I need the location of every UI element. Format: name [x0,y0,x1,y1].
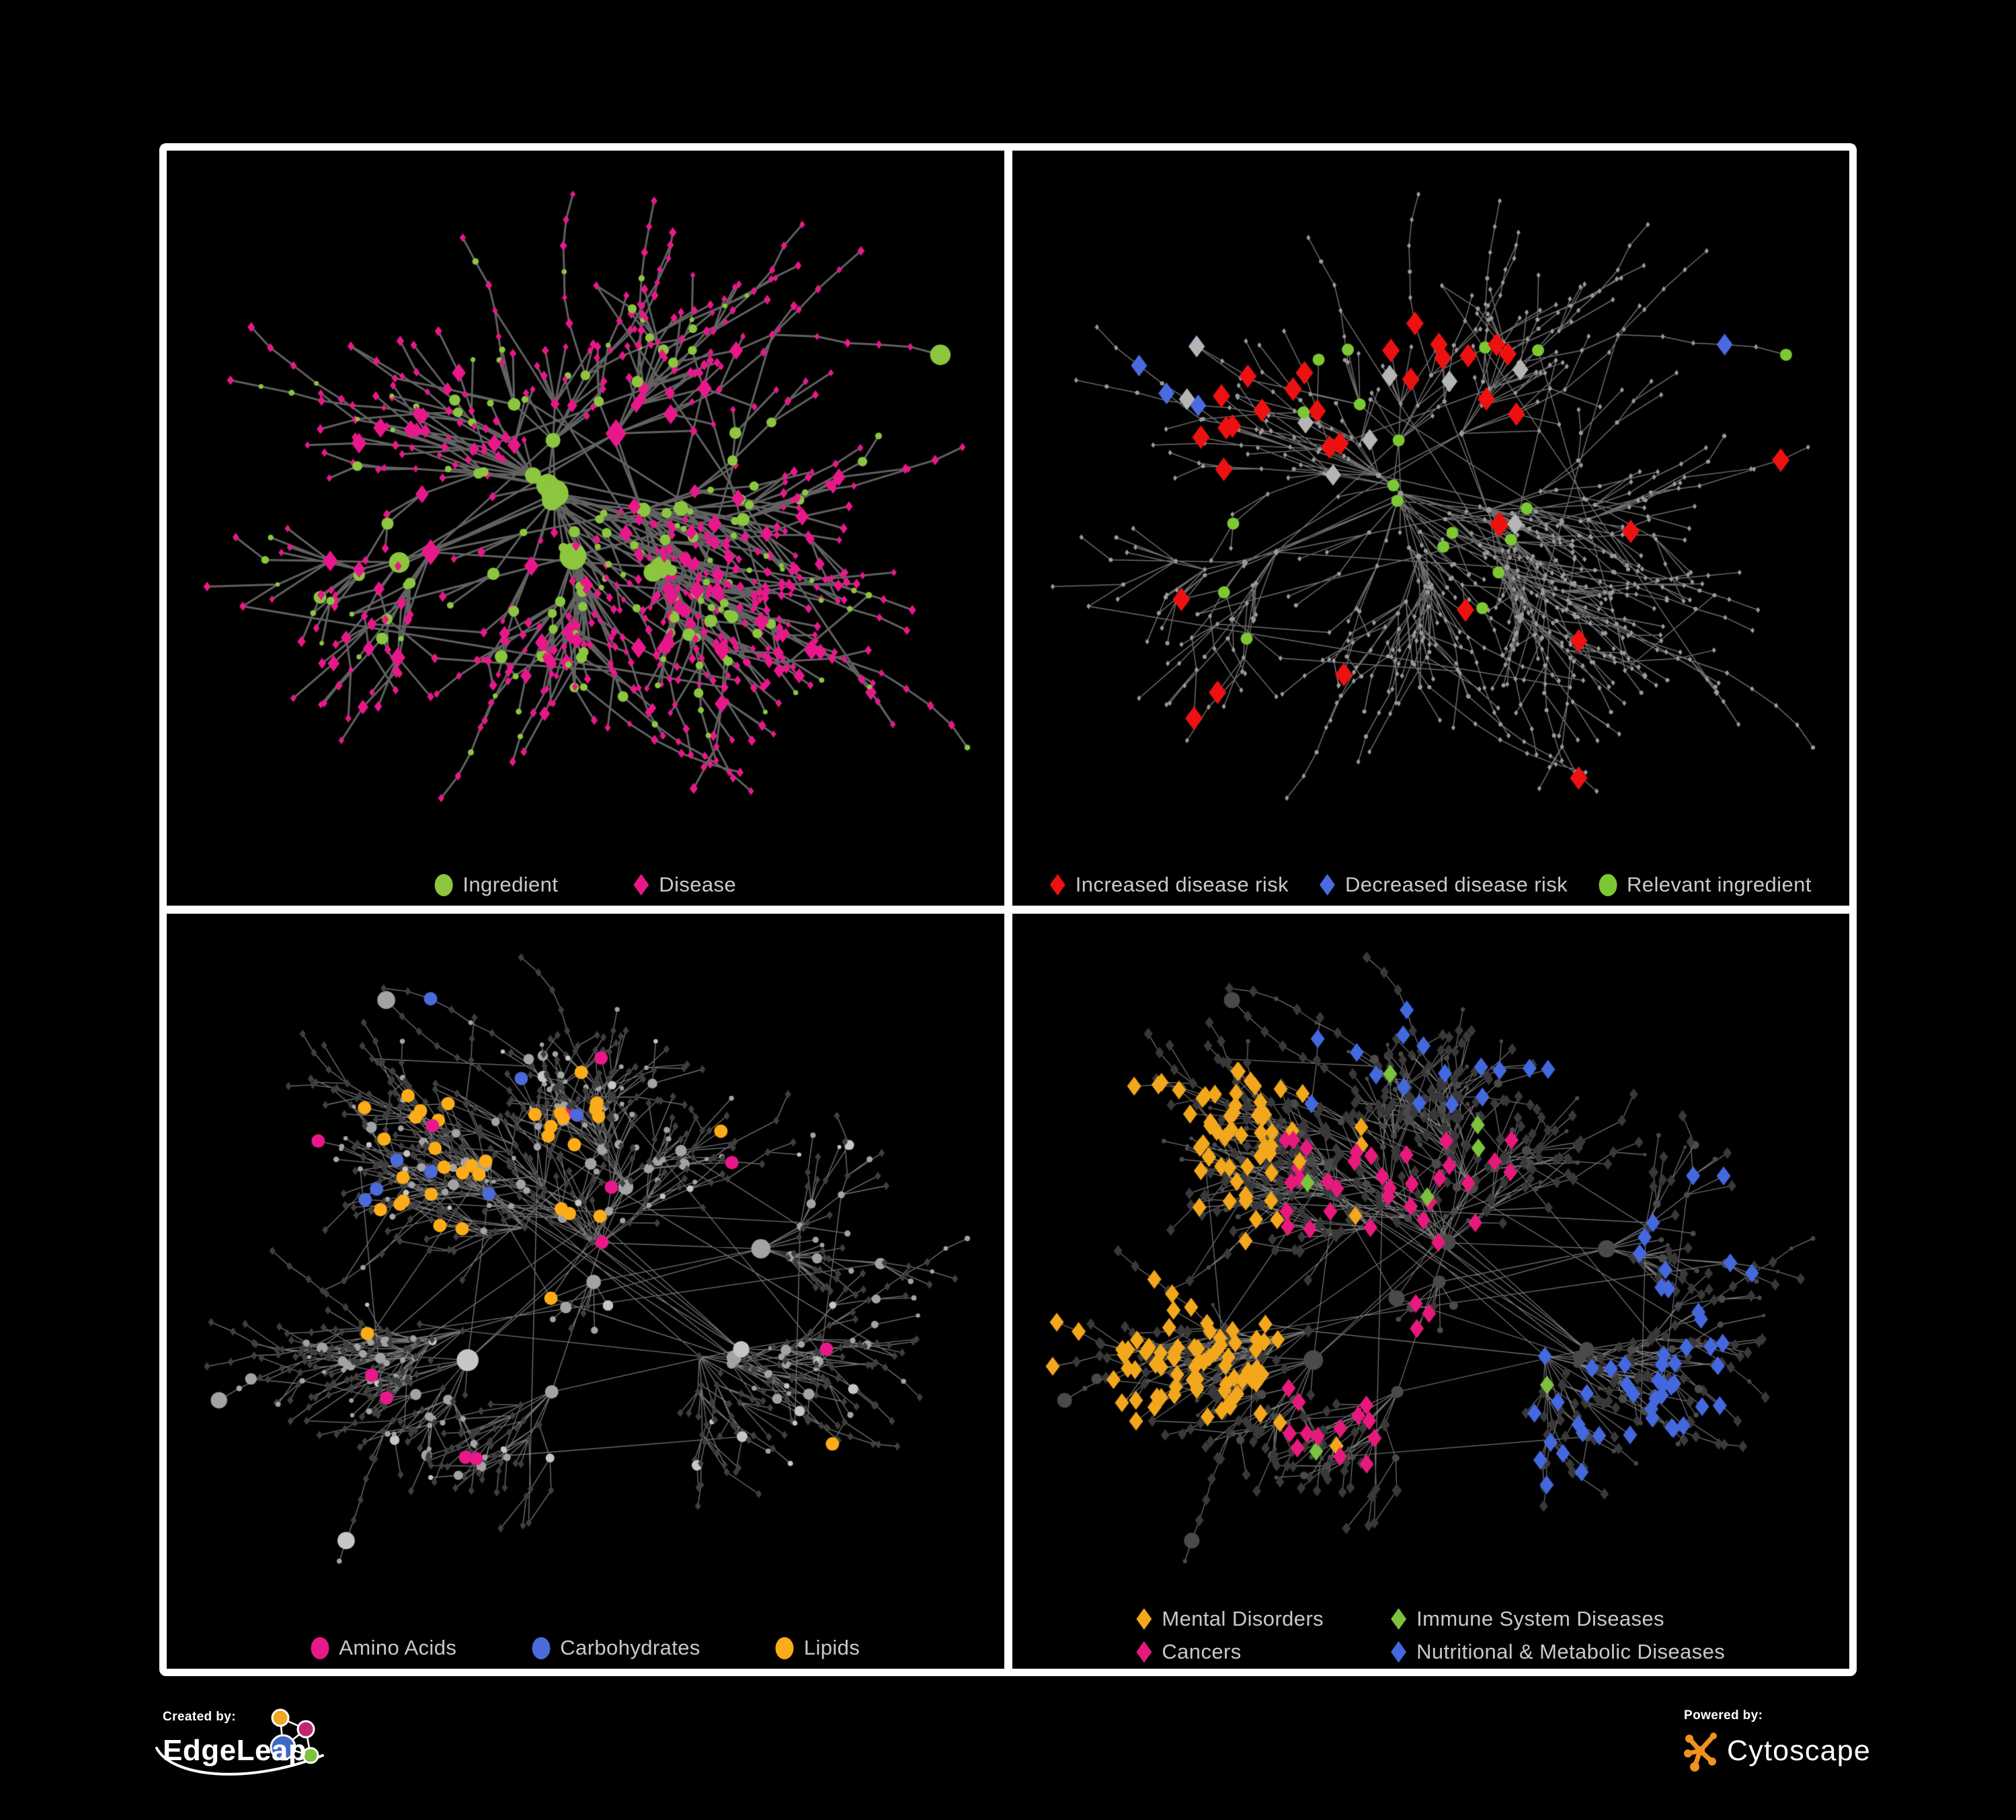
legend-diamond-glyph [1391,1641,1407,1663]
created-by-label: Created by: [163,1710,236,1724]
legend-item-mental-disorders: Mental Disorders [1136,1607,1324,1631]
network-canvas-disease-categories [1012,914,1849,1669]
edgeleap-node-green [302,1747,319,1764]
legend-label: Cancers [1162,1640,1242,1663]
legend-label: Increased disease risk [1075,873,1289,896]
legend-circle-glyph [532,1636,551,1659]
legend-disease-categories: Mental Disorders Immune System Diseases Ca… [1136,1607,1725,1664]
cytoscape-logo-row: Cytoscape [1684,1729,1906,1772]
edgeleap-node-blue [270,1734,296,1761]
cytoscape-logo-icon [1684,1733,1717,1772]
legend-circle-glyph [434,873,453,896]
powered-by-label: Powered by: [1684,1708,1763,1723]
legend-label: Nutritional & Metabolic Diseases [1416,1640,1726,1663]
edgeleap-node-orange [271,1708,290,1727]
legend-diamond-glyph [1136,1608,1152,1630]
panel-grid-frame: Ingredient Disease Increased disease risk… [159,143,1857,1676]
legend-label: Mental Disorders [1162,1607,1324,1630]
edgeleap-node-magenta [296,1720,315,1739]
legend-item-decreased-disease-risk: Decreased disease risk [1320,873,1568,897]
legend-label: Ingredient [462,873,559,896]
network-canvas-nutrients [167,914,1004,1669]
panel-disease-risk: Increased disease risk Decreased disease … [1012,151,1849,906]
edgeleap-logo-graphic [155,1708,324,1776]
cytoscape-credit: Powered by: Cytoscape [1684,1708,1906,1789]
legend-diamond-glyph [1136,1641,1152,1663]
legend-item-ingredient: Ingredient [434,873,558,897]
legend-label: Relevant ingredient [1627,873,1812,896]
panel-nutrients: Amino Acids Carbohydrates Lipids [167,914,1004,1669]
legend-label: Lipids [803,1636,860,1659]
legend-item-amino-acids: Amino Acids [311,1636,456,1660]
legend-label: Carbohydrates [560,1636,700,1659]
panel-ingredient-disease: Ingredient Disease [167,151,1004,906]
legend-nutrients: Amino Acids Carbohydrates Lipids [311,1636,860,1660]
network-canvas-disease-risk [1012,151,1849,906]
legend-item-lipids: Lipids [775,1636,860,1660]
cytoscape-brand: Cytoscape [1727,1734,1871,1767]
legend-diamond-glyph [633,874,649,896]
network-canvas-ingredient-disease [167,151,1004,906]
legend-item-increased-disease-risk: Increased disease risk [1049,873,1289,897]
legend-label: Amino Acids [339,1636,457,1659]
edgeleap-network-icon [270,1708,319,1764]
edgeleap-credit: Created by: EdgeLeap [155,1708,391,1811]
legend-item-relevant-ingredient: Relevant ingredient [1599,873,1812,897]
legend-label: Immune System Diseases [1416,1607,1664,1630]
legend-item-nutritional-metabolic-diseases: Nutritional & Metabolic Diseases [1391,1640,1725,1664]
legend-diamond-glyph [1391,1608,1407,1630]
legend-label: Disease [659,873,737,896]
legend-ingredient-disease: Ingredient Disease [434,873,736,897]
edgeleap-brand: EdgeLeap [163,1734,307,1767]
legend-label: Decreased disease risk [1345,873,1568,896]
legend-item-disease: Disease [633,873,736,897]
panel-disease-categories: Mental Disorders Immune System Diseases Ca… [1012,914,1849,1669]
legend-item-cancers: Cancers [1136,1640,1241,1664]
legend-diamond-glyph [1049,874,1065,896]
legend-diamond-glyph [1320,874,1335,896]
legend-item-immune-system-diseases: Immune System Diseases [1391,1607,1664,1631]
legend-disease-risk: Increased disease risk Decreased disease … [1049,873,1812,897]
legend-circle-glyph [775,1636,794,1659]
edgeleap-swoosh [155,1747,324,1776]
legend-circle-glyph [1599,873,1617,896]
legend-circle-glyph [311,1636,329,1659]
legend-item-carbohydrates: Carbohydrates [532,1636,700,1660]
